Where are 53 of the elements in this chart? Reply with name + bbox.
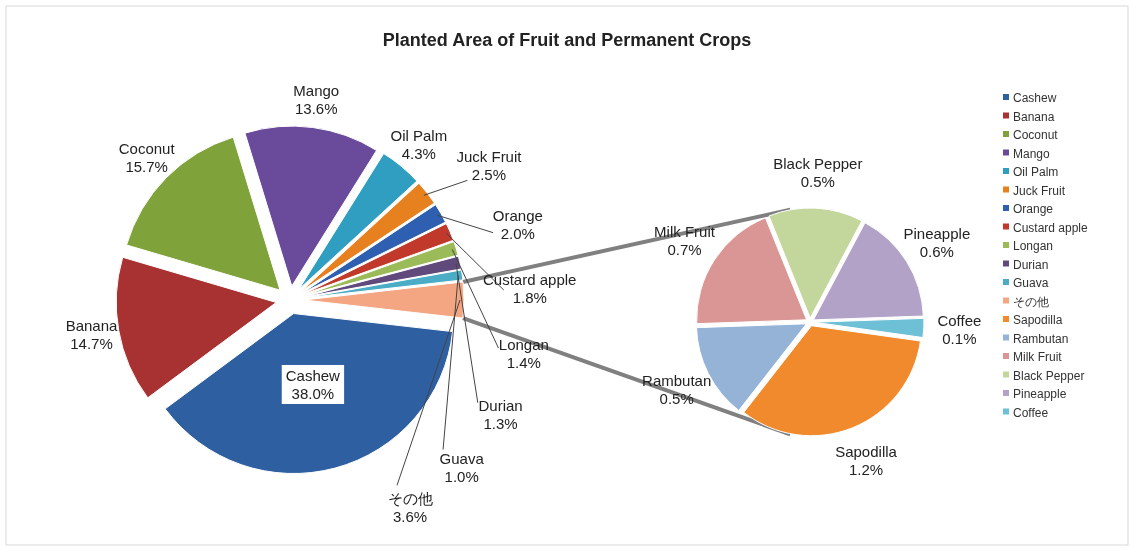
legend-label: Oil Palm (1013, 165, 1059, 179)
slice-label: Rambutan (642, 371, 712, 389)
legend-label: Black Pepper (1013, 368, 1085, 383)
slice-label: Custard apple (483, 270, 577, 288)
data-label: 0.1% (942, 329, 977, 347)
slice-label: Oil Palm (390, 126, 448, 144)
slice-label: その他 (387, 489, 433, 507)
legend-label: Cashew (1013, 91, 1057, 105)
legend-label: Longan (1013, 239, 1054, 253)
slice-label: Cashew (285, 366, 341, 384)
slice-label: Banana (65, 317, 119, 335)
chart-title: Planted Area of Fruit and Permanent Crops (382, 30, 752, 50)
slice-label: Orange (492, 206, 543, 224)
data-label: 15.7% (125, 158, 168, 176)
legend-label: Sapodilla (1013, 313, 1063, 327)
legend-label: Guava (1013, 276, 1049, 290)
data-label: 1.8% (512, 288, 547, 306)
legend-label: Pineapple (1013, 387, 1067, 401)
data-label: 3.6% (392, 507, 428, 525)
legend-label: Coffee (1013, 405, 1049, 420)
slice-label: Sapodilla (835, 442, 898, 460)
legend-label: Mango (1013, 146, 1051, 161)
data-label: 1.0% (444, 467, 479, 485)
legend-label: Rambutan (1013, 331, 1069, 346)
data-label: 1.3% (483, 415, 518, 433)
legend-label: Banana (1013, 109, 1055, 124)
slice-label: Black Pepper (773, 154, 863, 172)
data-label: 0.6% (919, 242, 954, 260)
legend-label: Coconut (1013, 128, 1059, 142)
slice-label: Pineapple (903, 224, 971, 242)
data-label: 2.0% (500, 224, 535, 242)
data-label: 0.5% (800, 172, 835, 190)
data-label: 0.7% (667, 240, 702, 258)
data-label: 2.5% (471, 165, 507, 183)
slice-label: Juck Fruit (456, 147, 523, 165)
legend-label: Custard apple (1013, 220, 1089, 235)
slice-label: Durian (478, 397, 523, 415)
legend-label: Milk Fruit (1013, 350, 1063, 364)
data-label: 1.4% (506, 353, 541, 371)
data-label: 14.7% (70, 335, 113, 353)
data-label: 13.6% (294, 100, 338, 118)
legend-label: Juck Fruit (1013, 183, 1066, 198)
slice-label: Mango (293, 82, 340, 100)
slice-label: Coconut (118, 140, 176, 158)
legend-label: Orange (1013, 202, 1054, 216)
data-label: 0.5% (659, 389, 694, 407)
slice-label: Guava (439, 449, 485, 467)
data-label: 1.2% (848, 460, 884, 478)
data-label: 4.3% (401, 144, 436, 162)
slice-label: Coffee (937, 311, 982, 329)
legend-label: その他 (1013, 294, 1049, 309)
data-label: 38.0% (291, 384, 335, 402)
legend-label: Durian (1013, 257, 1049, 272)
